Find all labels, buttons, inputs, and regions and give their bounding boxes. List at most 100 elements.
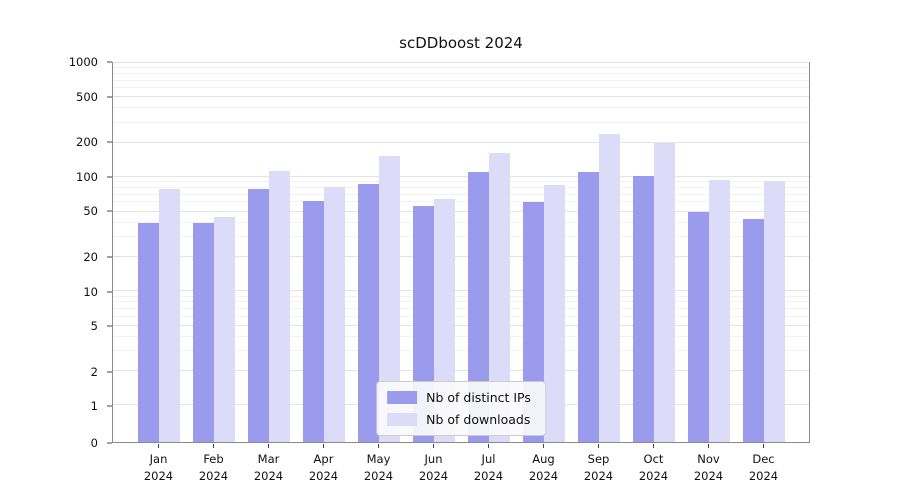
- x-tick-label: Jan 2024: [143, 452, 174, 483]
- y-tick-label: 2: [90, 364, 98, 379]
- gridline: [113, 290, 809, 292]
- x-tick-label: Jul 2024: [473, 452, 504, 483]
- minor-gridline: [113, 350, 809, 352]
- minor-gridline: [113, 308, 809, 309]
- x-tick: Mar 2024: [241, 444, 296, 484]
- minor-gridline: [113, 201, 809, 203]
- bar-distinct-ips: [357, 183, 379, 442]
- x-tick-mark: [158, 444, 159, 448]
- x-tick-mark: [378, 444, 379, 448]
- x-tick-label: Oct 2024: [638, 452, 669, 483]
- y-tick-mark: [107, 96, 112, 98]
- bar-downloads: [708, 179, 730, 442]
- bar-group: [186, 63, 241, 442]
- y-tick-mark: [107, 291, 112, 293]
- x-tick: Dec 2024: [736, 444, 791, 484]
- bar-downloads: [268, 171, 290, 442]
- gridline: [113, 141, 809, 143]
- bar-downloads: [488, 152, 510, 442]
- bar-group: [351, 63, 406, 442]
- x-tick: Jul 2024: [461, 444, 516, 484]
- x-tick-mark: [323, 444, 324, 448]
- x-tick-label: May 2024: [363, 452, 394, 483]
- y-tick-mark: [107, 141, 112, 143]
- bar-distinct-ips: [467, 171, 489, 442]
- minor-gridline: [113, 187, 809, 189]
- y-tick-label: 500: [76, 89, 98, 104]
- y-tick-mark: [107, 325, 112, 327]
- x-tick-mark: [653, 444, 654, 448]
- bar-group: [131, 63, 186, 442]
- bar-downloads: [543, 185, 565, 442]
- x-tick-mark: [488, 444, 489, 448]
- minor-gridline: [113, 87, 809, 89]
- legend-label-downloads: Nb of downloads: [426, 412, 531, 427]
- x-axis-labels: Jan 2024 Feb 2024 Mar 2024 Apr 2024 May 2024 Jun 20…: [113, 444, 809, 484]
- minor-gridline: [113, 73, 809, 75]
- y-tick-mark: [107, 61, 112, 63]
- gridline: [113, 370, 809, 372]
- y-tick-label: 200: [76, 135, 98, 150]
- legend-swatch-downloads: [387, 413, 418, 426]
- x-tick: Feb 2024: [186, 444, 241, 484]
- bar-distinct-ips: [137, 222, 159, 442]
- y-tick-label: 100: [76, 169, 98, 184]
- bar-distinct-ips: [687, 211, 709, 442]
- y-tick-label: 50: [83, 204, 98, 219]
- y-tick-mark: [107, 371, 112, 373]
- gridline: [113, 324, 809, 326]
- x-tick-mark: [543, 444, 544, 448]
- legend: Nb of distinct IPs Nb of downloads: [376, 381, 546, 436]
- y-tick-label: 1: [90, 399, 98, 414]
- y-tick-label: 1000: [68, 55, 98, 69]
- bar-distinct-ips: [247, 189, 269, 442]
- chart-title: scDDboost 2024: [399, 34, 523, 52]
- minor-gridline: [113, 295, 809, 297]
- x-tick: Aug 2024: [516, 444, 571, 484]
- x-tick-mark: [268, 444, 269, 448]
- gridline: [113, 210, 809, 212]
- x-tick: Oct 2024: [626, 444, 681, 484]
- x-tick-label: Mar 2024: [253, 452, 284, 483]
- legend-swatch-distinct-ips: [387, 391, 418, 404]
- bar-group: [626, 63, 681, 442]
- x-tick-label: Apr 2024: [308, 452, 339, 483]
- x-tick-label: Sep 2024: [583, 452, 614, 483]
- bar-downloads: [598, 133, 620, 442]
- gridline: [113, 176, 809, 178]
- x-tick: Jun 2024: [406, 444, 461, 484]
- x-tick: Nov 2024: [681, 444, 736, 484]
- x-tick-mark: [708, 444, 709, 448]
- bar-group: [571, 63, 626, 442]
- x-tick: Jan 2024: [131, 444, 186, 484]
- bar-group: [736, 63, 791, 442]
- bar-group: [296, 63, 351, 442]
- x-tick-label: Aug 2024: [528, 452, 559, 483]
- x-tick: Apr 2024: [296, 444, 351, 484]
- bar-group: [681, 63, 736, 442]
- y-tick-marks: [107, 61, 112, 444]
- plot-area: Nb of distinct IPs Nb of downloads: [112, 62, 810, 443]
- y-tick-mark: [107, 256, 112, 258]
- minor-gridline: [113, 315, 809, 317]
- bar-downloads: [323, 187, 345, 442]
- minor-gridline: [113, 181, 809, 183]
- x-tick-mark: [213, 444, 214, 448]
- minor-gridline: [113, 335, 809, 337]
- bar-downloads: [378, 156, 400, 442]
- minor-gridline: [113, 301, 809, 303]
- x-tick-label: Feb 2024: [198, 452, 229, 483]
- y-tick-mark: [107, 442, 112, 444]
- x-tick-label: Dec 2024: [748, 452, 779, 483]
- x-tick: May 2024: [351, 444, 406, 484]
- y-tick-label: 5: [90, 319, 98, 334]
- x-tick-mark: [433, 444, 434, 448]
- bar-downloads: [213, 216, 235, 442]
- bar-group: [241, 63, 296, 442]
- bar-distinct-ips: [577, 172, 599, 442]
- legend-label-distinct-ips: Nb of distinct IPs: [426, 390, 531, 405]
- x-tick: Sep 2024: [571, 444, 626, 484]
- bar-group: [461, 63, 516, 442]
- bar-distinct-ips: [302, 200, 324, 442]
